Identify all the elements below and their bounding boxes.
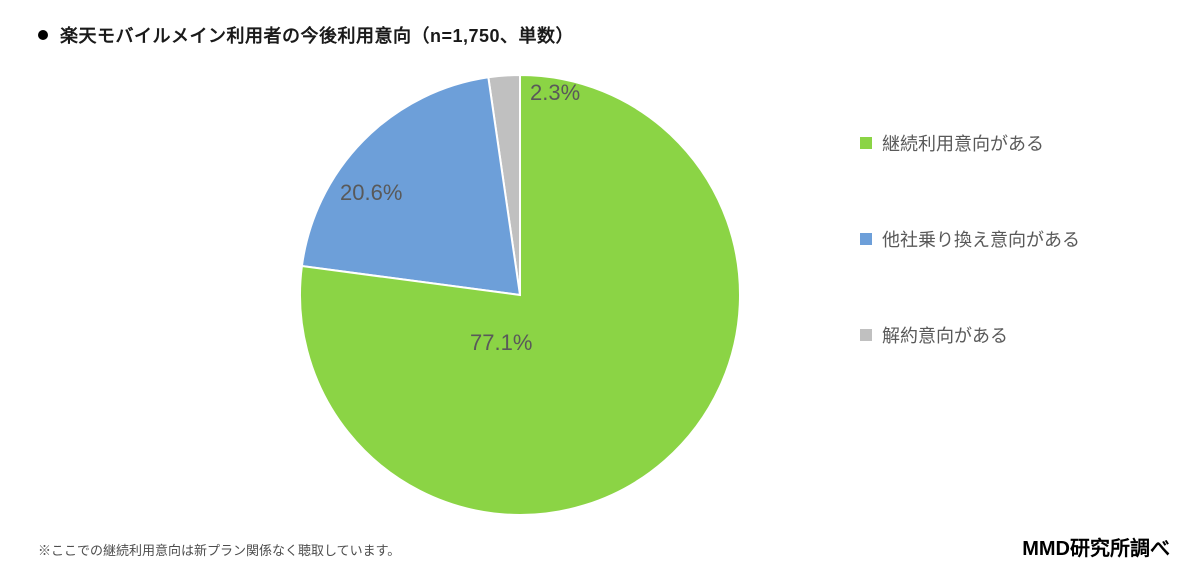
- legend: 継続利用意向がある 他社乗り換え意向がある 解約意向がある: [860, 130, 1120, 418]
- legend-swatch-1: [860, 233, 872, 245]
- legend-label-2: 解約意向がある: [882, 322, 1008, 348]
- legend-item-0: 継続利用意向がある: [860, 130, 1120, 156]
- legend-swatch-2: [860, 329, 872, 341]
- legend-label-0: 継続利用意向がある: [882, 130, 1044, 156]
- pie-chart: [300, 75, 740, 515]
- pie-slice-1: [302, 77, 520, 295]
- legend-swatch-0: [860, 137, 872, 149]
- footnote: ※ここでの継続利用意向は新プラン関係なく聴取しています。: [38, 540, 400, 559]
- slice-label-0: 77.1%: [470, 330, 532, 356]
- bullet-icon: [38, 30, 48, 40]
- attribution: MMD研究所調べ: [1022, 532, 1170, 561]
- slice-label-1: 20.6%: [340, 180, 402, 206]
- chart-title-row: 楽天モバイルメイン利用者の今後利用意向（n=1,750、単数）: [38, 22, 574, 48]
- chart-title: 楽天モバイルメイン利用者の今後利用意向（n=1,750、単数）: [60, 22, 574, 48]
- legend-item-2: 解約意向がある: [860, 322, 1120, 348]
- chart-container: 楽天モバイルメイン利用者の今後利用意向（n=1,750、単数） 77.1% 20…: [0, 0, 1200, 583]
- legend-label-1: 他社乗り換え意向がある: [882, 226, 1080, 252]
- legend-item-1: 他社乗り換え意向がある: [860, 226, 1120, 252]
- pie-svg: [300, 75, 740, 515]
- slice-label-2: 2.3%: [530, 80, 580, 106]
